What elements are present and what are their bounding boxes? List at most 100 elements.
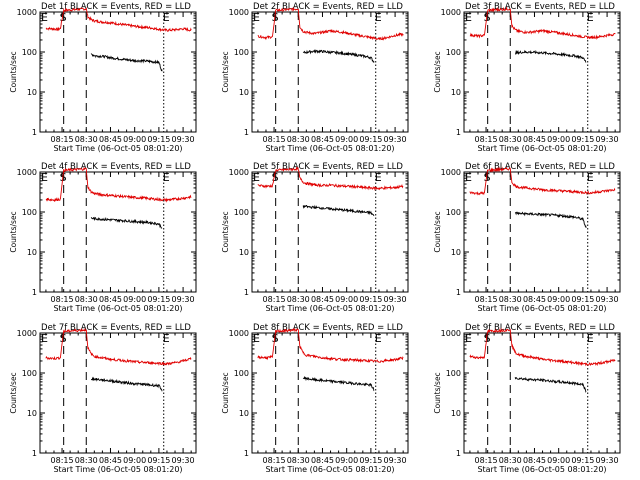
lld-series-line	[469, 6, 616, 40]
plot-frame	[463, 171, 621, 293]
chart-panel-4: Det 4f BLACK = Events, RED = LLD 1 10 100 10…	[9, 162, 197, 313]
y-tick-label: 10	[27, 248, 37, 257]
marker-e: E	[163, 11, 170, 24]
events-series-line	[514, 376, 587, 393]
y-tick-label: 100	[446, 208, 461, 217]
marker-e: E	[163, 171, 170, 184]
y-tick-label: 1000	[17, 168, 37, 177]
lld-series-line	[45, 166, 192, 203]
x-axis-label: Start Time (06-Oct-05 08:01:20)	[265, 144, 394, 153]
x-axis-label: Start Time (06-Oct-05 08:01:20)	[53, 144, 182, 153]
x-tick-label: 09:15	[359, 295, 382, 304]
y-tick-label: 10	[451, 409, 461, 418]
x-tick-label: 08:30	[75, 295, 98, 304]
chart-title: Det 1f BLACK = Events, RED = LLD	[41, 2, 191, 12]
chart-title: Det 6f BLACK = Events, RED = LLD	[465, 162, 615, 172]
x-tick-label: 09:15	[571, 135, 594, 144]
chart-panel-7: Det 7f BLACK = Events, RED = LLD 1 10 100 10…	[9, 323, 197, 474]
x-axis-label: Start Time (06-Oct-05 08:01:20)	[477, 304, 606, 313]
marker-e-left: E	[41, 171, 48, 184]
marker-s: S	[60, 332, 67, 345]
marker-e-left: E	[41, 11, 48, 24]
marker-s: S	[484, 11, 491, 24]
x-tick-label: 09:30	[384, 135, 407, 144]
x-tick-label: 09:00	[547, 456, 570, 465]
x-tick-label: 09:00	[335, 295, 358, 304]
y-axis-label: Counts/sec	[9, 211, 18, 252]
x-tick-label: 09:30	[596, 135, 619, 144]
x-tick-label: 08:15	[51, 295, 74, 304]
x-tick-label: 08:30	[499, 456, 522, 465]
x-tick-label: 09:15	[147, 135, 170, 144]
chart-title: Det 5f BLACK = Events, RED = LLD	[253, 162, 403, 172]
events-series-line	[90, 53, 163, 72]
chart-panel-9: Det 9f BLACK = Events, RED = LLD 1 10 100 10…	[433, 323, 621, 474]
y-axis-label: Counts/sec	[221, 51, 230, 92]
marker-e-left: E	[253, 332, 260, 345]
y-tick-label: 1	[456, 128, 461, 137]
x-tick-label: 08:30	[287, 295, 310, 304]
x-tick-label: 08:15	[51, 456, 74, 465]
plot-frame	[463, 332, 621, 454]
x-tick-label: 08:45	[523, 295, 546, 304]
y-tick-label: 10	[239, 248, 249, 257]
y-tick-label: 1000	[441, 8, 461, 17]
y-axis-label: Counts/sec	[433, 372, 442, 413]
y-tick-label: 1	[456, 449, 461, 458]
lld-series-line	[45, 7, 192, 33]
marker-e: E	[375, 11, 382, 24]
x-tick-label: 08:15	[263, 295, 286, 304]
marker-e-left: E	[465, 11, 472, 24]
x-tick-label: 09:30	[172, 295, 195, 304]
chart-title: Det 9f BLACK = Events, RED = LLD	[465, 323, 615, 333]
x-tick-label: 08:45	[523, 456, 546, 465]
x-tick-label: 08:30	[499, 135, 522, 144]
y-axis-label: Counts/sec	[221, 372, 230, 413]
y-tick-label: 1	[32, 449, 37, 458]
y-tick-label: 1000	[441, 329, 461, 338]
y-axis-label: Counts/sec	[9, 51, 18, 92]
marker-e-left: E	[41, 332, 48, 345]
y-tick-label: 1	[244, 128, 249, 137]
chart-title: Det 3f BLACK = Events, RED = LLD	[465, 2, 615, 12]
x-tick-label: 08:45	[99, 456, 122, 465]
x-tick-label: 09:00	[335, 456, 358, 465]
x-tick-label: 08:45	[99, 135, 122, 144]
x-tick-label: 08:30	[75, 456, 98, 465]
x-axis-label: Start Time (06-Oct-05 08:01:20)	[265, 304, 394, 313]
x-tick-label: 08:15	[51, 135, 74, 144]
x-tick-label: 09:00	[335, 135, 358, 144]
marker-e-left: E	[465, 171, 472, 184]
x-tick-label: 09:15	[147, 456, 170, 465]
x-tick-label: 08:45	[99, 295, 122, 304]
plot-frame	[39, 332, 197, 454]
plot-frame	[251, 11, 409, 133]
x-tick-label: 08:15	[475, 295, 498, 304]
x-tick-label: 08:15	[263, 456, 286, 465]
y-axis-label: Counts/sec	[433, 51, 442, 92]
x-tick-label: 09:00	[123, 456, 146, 465]
plot-frame	[39, 171, 197, 293]
x-tick-label: 09:00	[547, 135, 570, 144]
y-tick-label: 1	[32, 128, 37, 137]
x-tick-label: 09:00	[547, 295, 570, 304]
y-tick-label: 100	[234, 48, 249, 57]
y-tick-label: 100	[446, 369, 461, 378]
marker-e-left: E	[253, 11, 260, 24]
x-tick-label: 09:30	[384, 295, 407, 304]
y-tick-label: 1000	[229, 168, 249, 177]
y-tick-label: 10	[451, 248, 461, 257]
y-tick-label: 1	[244, 449, 249, 458]
x-tick-label: 09:30	[384, 456, 407, 465]
y-tick-label: 100	[22, 208, 37, 217]
y-tick-label: 1	[244, 288, 249, 297]
y-tick-label: 100	[22, 369, 37, 378]
x-tick-label: 08:30	[75, 135, 98, 144]
marker-e: E	[587, 11, 594, 24]
x-tick-label: 09:30	[596, 295, 619, 304]
y-tick-label: 100	[446, 48, 461, 57]
y-tick-label: 1000	[229, 329, 249, 338]
plot-frame	[251, 171, 409, 293]
events-series-line	[302, 204, 375, 217]
x-tick-label: 08:15	[263, 135, 286, 144]
